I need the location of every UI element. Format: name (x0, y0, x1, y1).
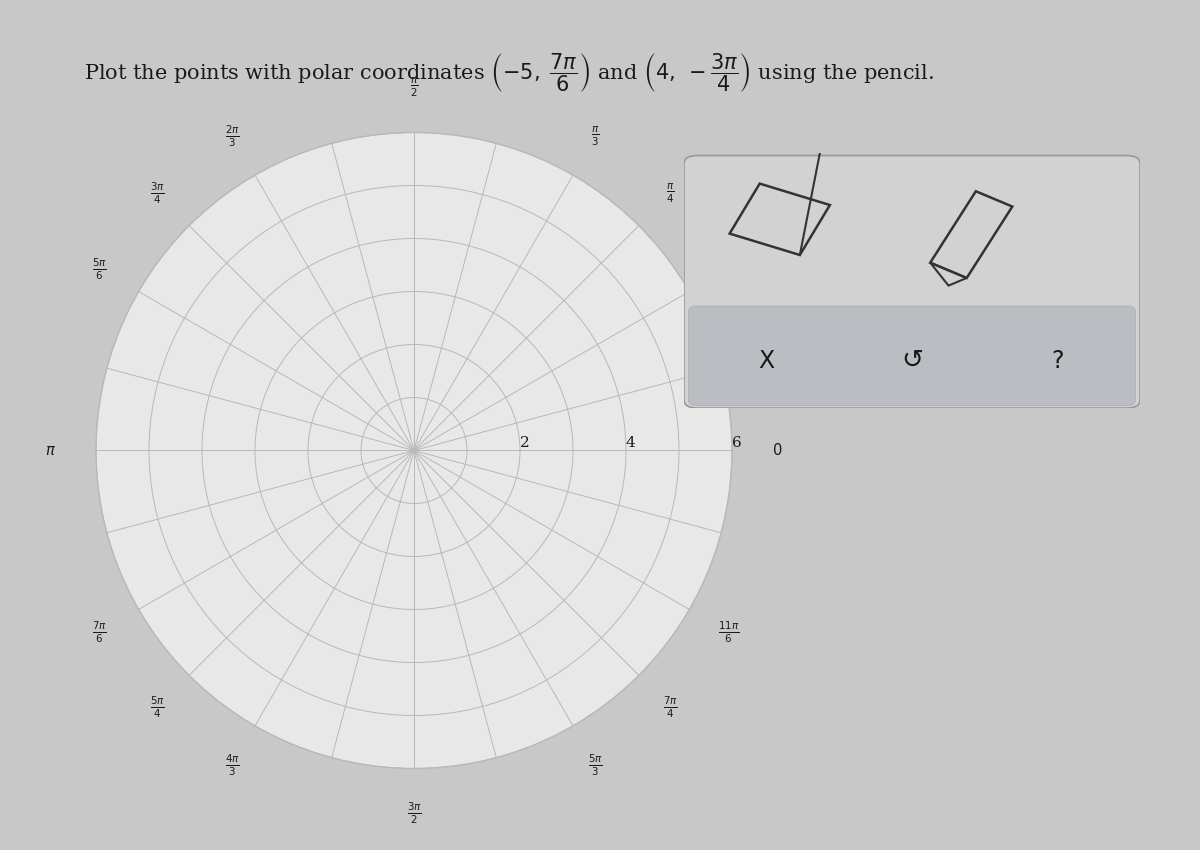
FancyBboxPatch shape (684, 156, 1140, 408)
Text: $\frac{2\pi}{3}$: $\frac{2\pi}{3}$ (226, 123, 240, 149)
Text: $\frac{5\pi}{6}$: $\frac{5\pi}{6}$ (92, 257, 107, 281)
Text: $\frac{5\pi}{4}$: $\frac{5\pi}{4}$ (150, 694, 164, 720)
Text: $\frac{3\pi}{2}$: $\frac{3\pi}{2}$ (407, 801, 421, 826)
Text: $\frac{4\pi}{3}$: $\frac{4\pi}{3}$ (226, 752, 240, 778)
Text: $\pi$: $\pi$ (46, 443, 56, 458)
Text: $\frac{3\pi}{4}$: $\frac{3\pi}{4}$ (150, 181, 164, 207)
Text: ↺: ↺ (901, 348, 923, 374)
Text: ?: ? (1051, 348, 1064, 373)
FancyBboxPatch shape (689, 306, 1135, 405)
Text: $\frac{7\pi}{6}$: $\frac{7\pi}{6}$ (92, 620, 107, 644)
Text: $\frac{5\pi}{3}$: $\frac{5\pi}{3}$ (588, 752, 602, 778)
Text: $\frac{\pi}{3}$: $\frac{\pi}{3}$ (592, 124, 600, 148)
Text: $\frac{\pi}{2}$: $\frac{\pi}{2}$ (409, 76, 419, 99)
Text: $\frac{11\pi}{6}$: $\frac{11\pi}{6}$ (718, 620, 739, 644)
Text: Plot the points with polar coordinates $\left(-5,\;\dfrac{7\pi}{6}\right)$ and $: Plot the points with polar coordinates $… (84, 51, 934, 94)
Text: $\frac{7\pi}{4}$: $\frac{7\pi}{4}$ (664, 694, 678, 720)
Text: $0$: $0$ (772, 443, 782, 458)
Text: $\frac{\pi}{6}$: $\frac{\pi}{6}$ (724, 258, 733, 281)
Text: X: X (758, 348, 774, 373)
Text: $\frac{\pi}{4}$: $\frac{\pi}{4}$ (666, 182, 674, 206)
